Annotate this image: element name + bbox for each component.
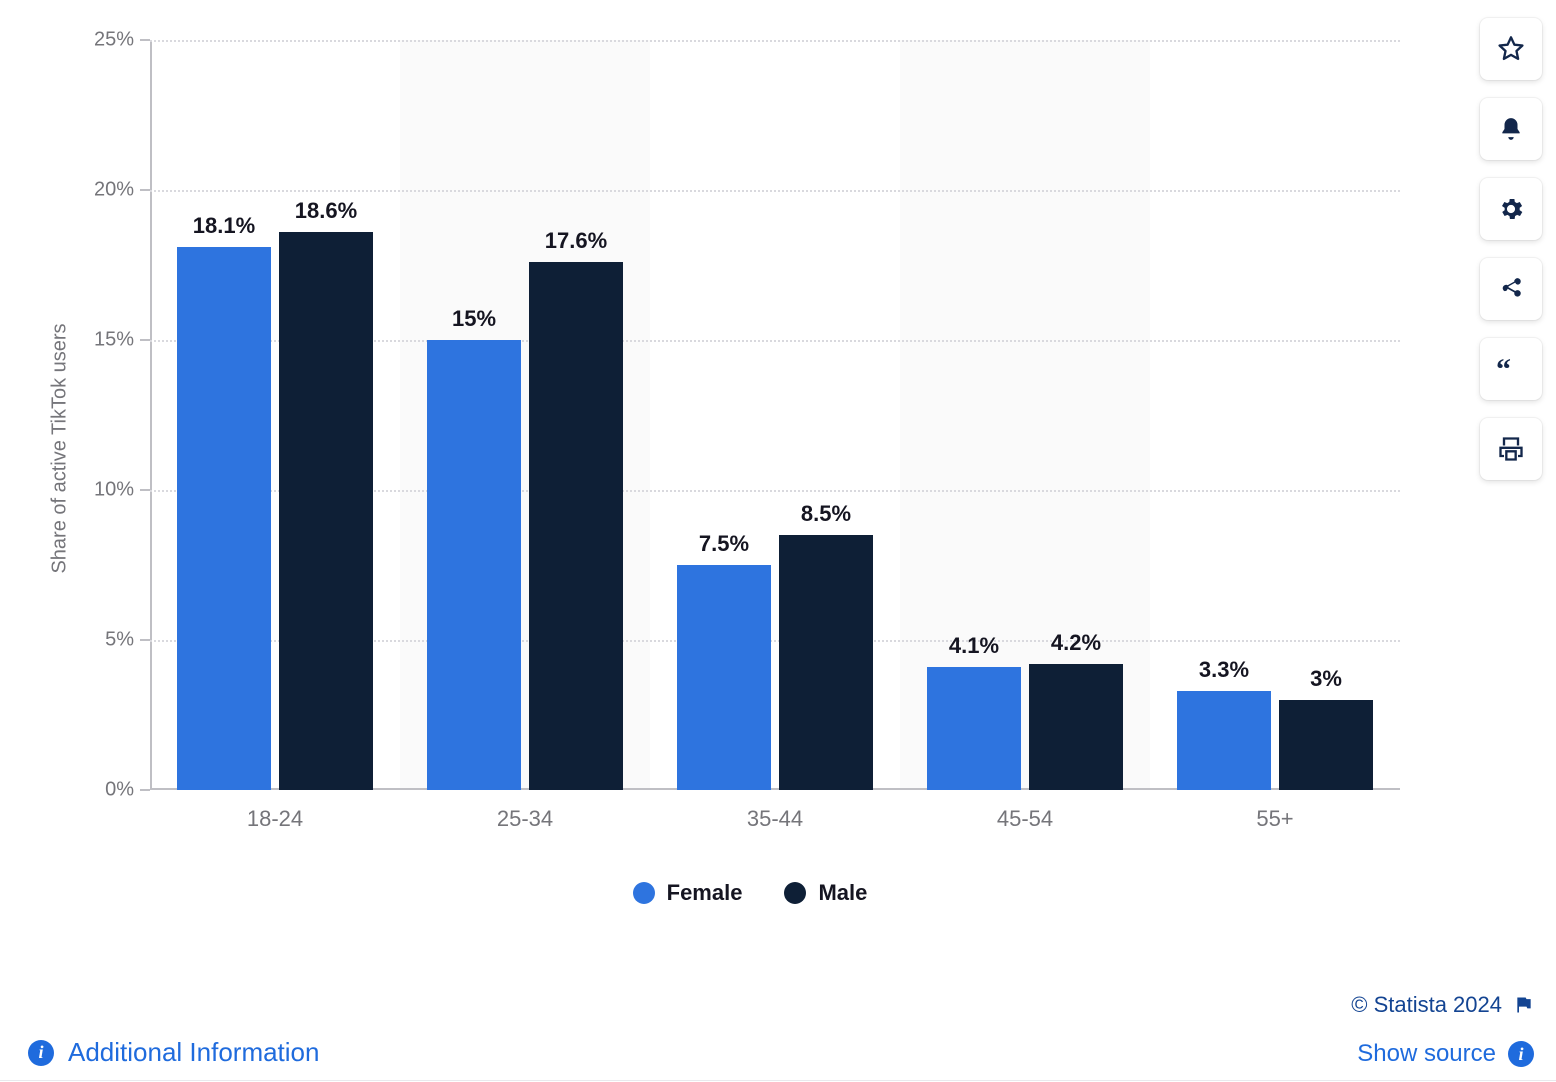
info-icon: i [28, 1040, 54, 1066]
x-tick-label: 45-54 [997, 790, 1053, 832]
notify-button[interactable] [1480, 98, 1542, 160]
legend-item-female[interactable]: Female [633, 880, 743, 906]
bar-value-label: 3.3% [1199, 657, 1249, 691]
bar-male[interactable]: 8.5% [779, 535, 873, 790]
chart-container: Share of active TikTok users 18-2425-343… [40, 10, 1460, 910]
legend-swatch [784, 882, 806, 904]
bar-value-label: 18.6% [295, 198, 357, 232]
bar-female[interactable]: 15% [427, 340, 521, 790]
y-tick-label: 15% [94, 329, 150, 352]
quote-icon: “ [1496, 354, 1526, 384]
bar-male[interactable]: 3% [1279, 700, 1373, 790]
legend-label: Female [667, 880, 743, 906]
bell-icon [1498, 116, 1524, 142]
bar-value-label: 8.5% [801, 501, 851, 535]
print-button[interactable] [1480, 418, 1542, 480]
favorite-button[interactable] [1480, 18, 1542, 80]
gear-icon [1497, 195, 1525, 223]
share-icon [1498, 276, 1524, 302]
bar-male[interactable]: 18.6% [279, 232, 373, 790]
x-tick-label: 25-34 [497, 790, 553, 832]
x-tick-label: 55+ [1256, 790, 1293, 832]
bar-male[interactable]: 4.2% [1029, 664, 1123, 790]
cite-button[interactable]: “ [1480, 338, 1542, 400]
y-tick-label: 10% [94, 479, 150, 502]
x-tick-label: 35-44 [747, 790, 803, 832]
legend: Female Male [40, 880, 1460, 906]
footer: i Additional Information © Statista 2024… [0, 962, 1556, 1082]
svg-text:“: “ [1496, 354, 1511, 384]
plot-area: 18-2425-3435-4445-5455+0%5%10%15%20%25%1… [150, 40, 1400, 790]
y-tick-label: 20% [94, 179, 150, 202]
show-source-link[interactable]: Show source i [1357, 1040, 1534, 1068]
grid-line [150, 190, 1400, 192]
bar-female[interactable]: 7.5% [677, 565, 771, 790]
copyright-label: © Statista 2024 [1351, 992, 1502, 1018]
settings-button[interactable] [1480, 178, 1542, 240]
info-icon: i [1508, 1041, 1534, 1067]
bar-value-label: 15% [452, 306, 496, 340]
y-tick-label: 5% [105, 629, 150, 652]
toolbar: “ [1480, 18, 1542, 480]
bar-value-label: 17.6% [545, 228, 607, 262]
x-tick-label: 18-24 [247, 790, 303, 832]
y-tick-label: 0% [105, 779, 150, 802]
y-axis-line [150, 40, 152, 790]
bar-female[interactable]: 18.1% [177, 247, 271, 790]
bar-value-label: 3% [1310, 666, 1342, 700]
legend-swatch [633, 882, 655, 904]
y-tick-label: 25% [94, 29, 150, 52]
star-icon [1497, 35, 1525, 63]
flag-icon [1514, 995, 1534, 1015]
grid-line [150, 40, 1400, 42]
divider [0, 1080, 1556, 1081]
legend-label: Male [818, 880, 867, 906]
bar-value-label: 4.1% [949, 633, 999, 667]
bar-male[interactable]: 17.6% [529, 262, 623, 790]
bar-female[interactable]: 4.1% [927, 667, 1021, 790]
print-icon [1497, 435, 1525, 463]
copyright-link[interactable]: © Statista 2024 [1351, 992, 1534, 1018]
bar-value-label: 7.5% [699, 531, 749, 565]
y-axis-title: Share of active TikTok users [49, 323, 72, 573]
show-source-label: Show source [1357, 1040, 1496, 1068]
bar-value-label: 18.1% [193, 213, 255, 247]
additional-information-label: Additional Information [68, 1037, 319, 1068]
bar-value-label: 4.2% [1051, 630, 1101, 664]
additional-information-link[interactable]: i Additional Information [28, 1037, 319, 1068]
legend-item-male[interactable]: Male [784, 880, 867, 906]
bar-female[interactable]: 3.3% [1177, 691, 1271, 790]
share-button[interactable] [1480, 258, 1542, 320]
